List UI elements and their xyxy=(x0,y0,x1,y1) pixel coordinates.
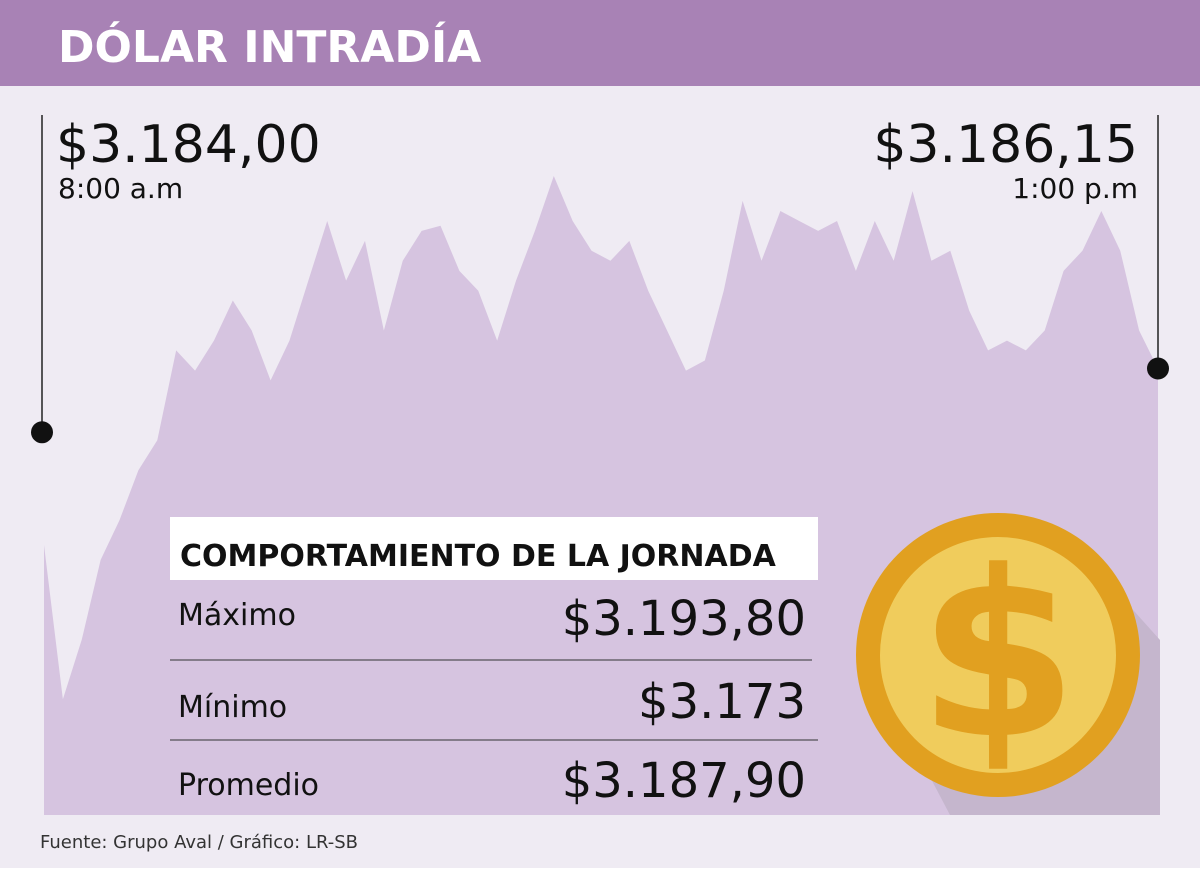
end-time: 1:00 p.m xyxy=(1012,172,1138,205)
table-title: COMPORTAMIENTO DE LA JORNADA xyxy=(180,539,777,574)
row-label: Máximo xyxy=(178,598,296,633)
start-price: $3.184,00 xyxy=(56,115,321,175)
row-label: Promedio xyxy=(178,768,319,803)
end-price: $3.186,15 xyxy=(873,115,1138,175)
row-label: Mínimo xyxy=(178,690,287,725)
end-marker xyxy=(1147,357,1169,380)
start-time: 8:00 a.m xyxy=(58,172,183,205)
table-header-bg xyxy=(170,517,818,580)
row-value: $3.173 xyxy=(638,674,806,730)
source-note: Fuente: Grupo Aval / Gráfico: LR-SB xyxy=(40,832,358,853)
header-band xyxy=(0,0,1200,86)
row-value: $3.187,90 xyxy=(562,753,806,809)
coin-dollar-sign: $ xyxy=(918,523,1078,790)
coin-face xyxy=(880,537,1116,773)
row-value: $3.193,80 xyxy=(562,591,806,647)
chart-title: DÓLAR INTRADÍA xyxy=(58,20,481,73)
start-marker xyxy=(31,421,53,444)
